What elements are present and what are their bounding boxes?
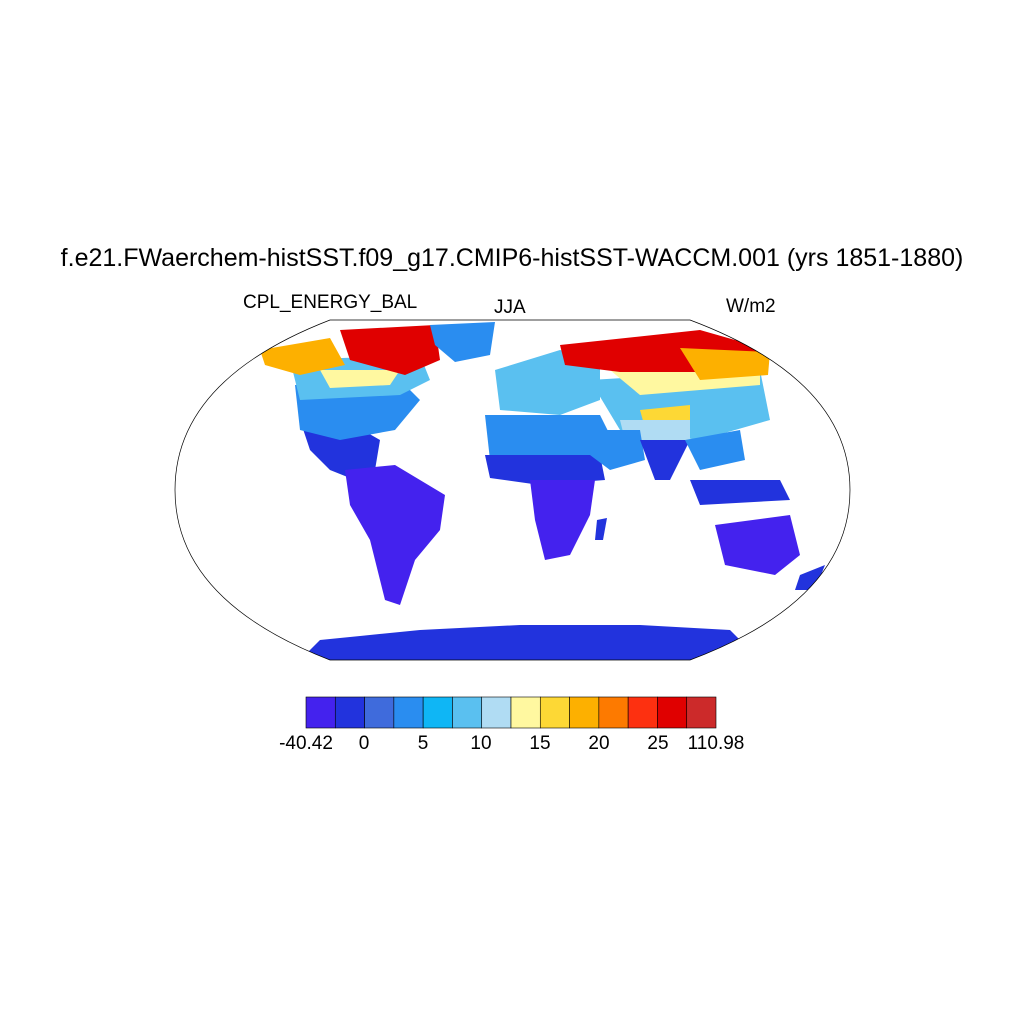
- variable-name: CPL_ENERGY_BAL: [243, 292, 418, 313]
- colorbar-swatch: [627, 696, 658, 729]
- se-asia: [685, 430, 745, 470]
- colorbar-tick-label: 15: [529, 733, 551, 754]
- north-america-band: [320, 370, 400, 388]
- australia: [715, 515, 800, 575]
- india: [640, 440, 690, 480]
- indonesia: [690, 480, 790, 505]
- colorbar-swatch: [481, 696, 512, 729]
- south-america: [345, 465, 445, 605]
- siberia-orange: [680, 348, 770, 380]
- colorbar-tick-label: 110.98: [687, 733, 745, 754]
- colorbar-tick-label: 5: [417, 733, 429, 754]
- colorbar-tick-label: 0: [358, 733, 370, 754]
- europe: [495, 350, 600, 415]
- colorbar-swatch: [393, 696, 424, 729]
- africa-south: [530, 480, 595, 560]
- colorbar-swatch: [686, 696, 717, 729]
- colorbar-swatch: [539, 696, 570, 729]
- antarctica: [300, 625, 760, 660]
- colorbar-tick-label: 20: [588, 733, 610, 754]
- colorbar-swatch: [657, 696, 688, 729]
- arabia: [590, 430, 645, 470]
- units-label: W/m2: [726, 296, 776, 317]
- greenland: [430, 322, 495, 362]
- canada-hot: [340, 325, 440, 375]
- canada-north: [260, 338, 345, 375]
- colorbar-swatch: [305, 696, 336, 729]
- colorbar-swatch: [452, 696, 483, 729]
- land-fields: [260, 322, 825, 660]
- colorbar-swatch: [334, 696, 365, 729]
- africa-sahel: [485, 455, 605, 485]
- colorbar-swatch: [598, 696, 629, 729]
- madagascar: [595, 518, 607, 540]
- colorbar-tick-label: -40.42: [279, 733, 333, 754]
- colorbar-swatch: [364, 696, 395, 729]
- colorbar-swatch: [510, 696, 541, 729]
- season-label: JJA: [494, 297, 526, 318]
- colorbar-swatch: [569, 696, 600, 729]
- colorbar-tick-label: 10: [470, 733, 492, 754]
- colorbar-tick-label: 25: [647, 733, 669, 754]
- north-africa: [485, 415, 620, 462]
- globe-outline: [174, 319, 851, 661]
- colorbar-swatch: [422, 696, 453, 729]
- plot-title: f.e21.FWaerchem-histSST.f09_g17.CMIP6-hi…: [60, 244, 964, 272]
